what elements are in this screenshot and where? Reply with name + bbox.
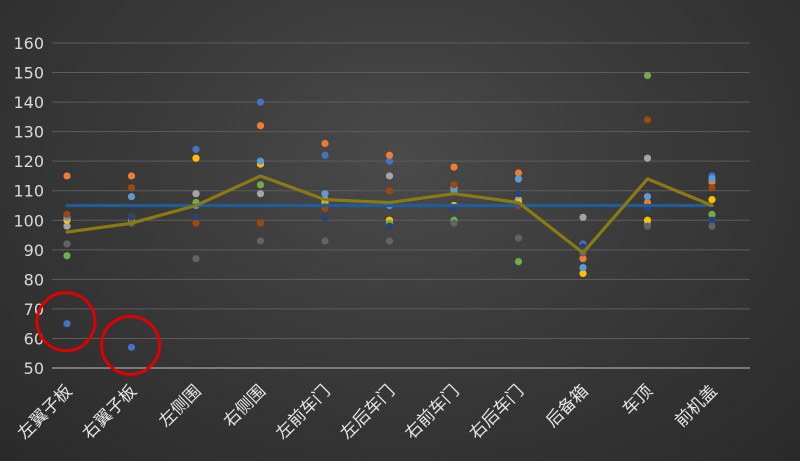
scatter-point [192, 154, 200, 162]
scatter-point [708, 175, 716, 183]
scatter-point [63, 240, 71, 248]
series-lines [65, 174, 714, 255]
scatter-point [385, 151, 394, 159]
annotation-circle [35, 291, 97, 353]
scatter-point [192, 213, 200, 221]
y-tick-label: 90 [24, 241, 44, 260]
y-tick-label: 110 [13, 182, 44, 201]
gridlines [52, 42, 750, 369]
scatter-point [63, 172, 71, 180]
scatter-point [256, 157, 265, 165]
scatter-point [256, 122, 265, 130]
scatter-point [579, 255, 587, 263]
scatter-point [450, 181, 458, 189]
scatter-point [63, 222, 71, 230]
x-category-label: 左前车门 [272, 381, 334, 443]
scatter-point [579, 263, 587, 272]
scatter-point [450, 163, 458, 171]
x-category-label: 后备箱 [542, 381, 592, 431]
annotation-circles [35, 291, 161, 376]
scatter-point [643, 216, 652, 224]
scatter-point [514, 169, 523, 177]
x-category-label: 右翼子板 [79, 381, 141, 443]
scatter-point [708, 195, 716, 204]
scatter-point [514, 190, 523, 198]
y-tick-label: 140 [13, 93, 44, 112]
y-tick-label: 80 [24, 270, 44, 289]
x-category-label: 车顶 [619, 381, 657, 419]
y-tick-label: 160 [13, 34, 44, 53]
scatter-point [708, 222, 716, 230]
scatter-point [385, 172, 394, 180]
scatter-point [192, 255, 200, 263]
y-tick-label: 100 [13, 211, 44, 230]
scatter-point [514, 258, 523, 266]
x-category-label: 左侧围 [155, 381, 205, 431]
scatter-point [127, 172, 136, 180]
scatter-point [63, 210, 71, 218]
scatter-point [643, 71, 652, 80]
scatter-point [256, 181, 265, 189]
scatter-point [385, 157, 394, 165]
x-category-label: 左翼子板 [14, 381, 76, 443]
scatter-point [256, 190, 265, 198]
scatter-point [643, 154, 652, 162]
scatter-point [321, 139, 329, 148]
y-tick-label: 50 [24, 359, 44, 378]
scatter-point [256, 219, 265, 227]
scatter-point [643, 116, 652, 124]
scatter-point [579, 269, 587, 278]
scatter-point [127, 193, 136, 201]
scatter-point [63, 252, 71, 260]
scatter-point [708, 210, 716, 218]
y-tick-label: 120 [13, 152, 44, 171]
scatter-point [579, 213, 587, 221]
x-category-label: 前机盖 [671, 381, 721, 431]
scatter-point [708, 184, 716, 192]
scatter-point [321, 237, 329, 245]
scatter-point [321, 190, 329, 198]
scatter-point [63, 320, 71, 328]
scatter-point [643, 193, 652, 201]
average-line [65, 174, 714, 255]
annotation-circle [100, 314, 161, 376]
x-category-label: 左后车门 [337, 381, 399, 443]
y-tick-label: 130 [13, 123, 44, 142]
scatter-point [321, 213, 329, 221]
scatter-point [514, 175, 523, 183]
scatter-point [127, 184, 136, 192]
scatter-point [192, 190, 200, 198]
scatter-point [514, 234, 523, 242]
scatter-point [192, 219, 200, 227]
scatter-point [385, 222, 394, 230]
scatter-point [256, 98, 265, 106]
scatter-point [127, 213, 136, 221]
x-category-label: 右侧围 [220, 381, 270, 431]
scatter-point [127, 343, 136, 351]
x-category-label: 右前车门 [401, 381, 463, 443]
scatter-point [192, 145, 200, 153]
scatter-point [256, 237, 265, 245]
scatter-point [643, 222, 652, 230]
scatter-point [321, 151, 329, 159]
x-axis-category-labels: 左翼子板 右翼子板 左侧围 右侧围 左前车门 左后车门 右前车门 右后车门 后备箱 车顶 前机盖 [14, 381, 721, 443]
scatter-point [385, 187, 394, 195]
scatter-point [450, 219, 458, 227]
scatter-point [708, 216, 716, 224]
y-tick-label: 150 [13, 64, 44, 83]
scatter-point [385, 237, 394, 245]
x-category-label: 右后车门 [466, 381, 528, 443]
